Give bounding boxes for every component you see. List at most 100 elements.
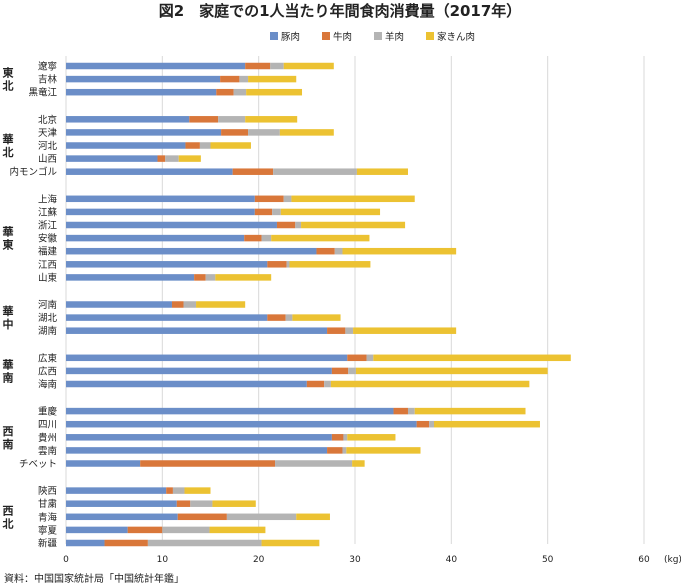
bar-segment [66,314,268,321]
row-label: 広西 [38,365,57,377]
bar-segment [66,142,186,149]
bar-segment [352,460,365,467]
bar-segment [66,434,332,441]
bar-segment [66,234,245,242]
row-label: 海南 [38,379,57,391]
bar-segment [348,367,356,375]
bar-segment [66,526,128,534]
bar-segment [171,301,184,308]
bar-segment [346,447,421,454]
bar-segment [176,500,191,507]
bar-segment [289,261,371,268]
bar-segment [66,513,178,521]
bar-segment [414,407,526,415]
group-label: 西北 [3,504,14,530]
bar-segment [248,75,297,83]
bar-segment [327,327,346,334]
bar-segment [66,447,328,454]
legend-swatch [322,32,330,40]
bar-segment [177,513,227,521]
bar-segment [271,234,370,242]
bar-segment [245,62,271,70]
legend-label: 家きん肉 [437,31,475,43]
x-tick-label: 60 [638,555,650,565]
bar-segment [273,168,357,175]
bar-segment [66,116,190,123]
row-label: チベット [19,459,57,470]
bars [66,62,571,547]
row-label: 陝西 [38,486,57,497]
bar-segment [66,261,268,268]
bar-segment [261,539,320,547]
bar-segment [239,75,249,83]
bar-segment [162,526,210,534]
bar-segment [416,420,430,428]
legend-label: 牛肉 [333,31,352,43]
legend-swatch [426,32,434,40]
bar-segment [433,420,540,428]
legend-swatch [270,32,278,40]
bar-segment [283,195,292,203]
bar-segment [66,129,222,136]
bar-segment [331,434,344,441]
row-label: 四川 [38,420,57,431]
bar-segment [353,327,457,334]
row-label: 湖南 [38,325,57,337]
bar-segment [66,327,328,334]
bar-segment [331,367,349,375]
bar-segment [190,500,213,507]
bar-segment [283,62,334,70]
row-label: 山西 [38,154,57,165]
row-label: 河南 [38,299,57,311]
bar-segment [355,367,548,375]
bar-segment [209,526,266,534]
row-label: 福建 [38,246,58,258]
unit-label: (kg) [664,555,681,565]
bar-segment [330,380,530,388]
bar-segment [104,539,148,547]
row-label: 黒竜江 [28,87,57,99]
bar-segment [66,539,105,547]
bar-segment [66,274,195,281]
bar-segment [127,526,163,534]
bar-segment [66,301,172,308]
bar-segment [205,274,216,281]
legend-label: 豚肉 [281,31,300,43]
group-label: 東北 [3,66,15,93]
legend-swatch [374,32,382,40]
chart-title: 図2 家庭での1人当たり年間食肉消費量（2017年） [159,2,522,20]
bar-segment [194,274,206,281]
bar-segment [272,208,281,216]
row-label: 吉林 [38,74,58,86]
bar-segment [66,367,332,375]
bar-segment [407,407,415,415]
bar-segment [296,513,330,521]
bar-segment [280,208,381,216]
bar-segment [276,221,296,229]
group-label: 華中 [3,304,14,331]
bar-segment [254,195,284,203]
x-tick-label: 0 [63,555,69,565]
bar-segment [189,116,219,123]
bar-segment [172,487,185,494]
bar-segment [286,261,290,268]
bar-segment [66,155,158,162]
bar-segment [66,354,348,362]
bar-segment [244,234,262,242]
row-label: 浙江 [38,220,58,232]
row-label: 甘粛 [38,498,57,510]
bar-segment [66,380,307,388]
row-label: 江西 [38,260,57,271]
bar-segment [226,513,297,521]
bar-segment [66,195,255,203]
group-label: 西南 [3,425,14,451]
bar-segment [66,500,177,507]
x-tick-label: 20 [253,555,265,565]
bar-segment [248,129,280,136]
bar-segment [342,447,347,454]
bar-segment [66,407,394,415]
bar-segment [212,500,256,507]
bar-segment [147,539,262,547]
row-label: 青海 [38,511,58,523]
bar-segment [178,155,201,162]
